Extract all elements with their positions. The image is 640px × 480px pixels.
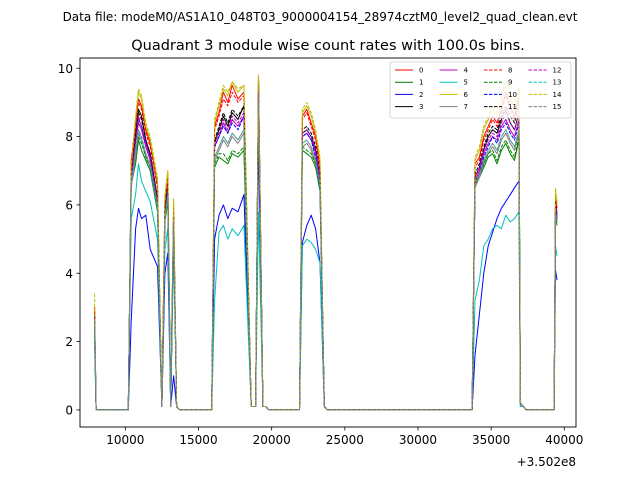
x-tick-label: 35000 <box>472 433 510 447</box>
x-offset-label: +3.502e8 <box>517 455 576 469</box>
y-tick-label: 8 <box>65 130 73 144</box>
figure-suptitle: Data file: modeM0/AS1A10_048T03_90000041… <box>63 10 578 24</box>
x-tick-label: 10000 <box>106 433 144 447</box>
axis-ticks: 10000 15000 20000 25000 30000 35000 40000 0 2 4 6 8… <box>58 62 584 447</box>
x-tick-label: 40000 <box>545 433 583 447</box>
chart-title: Quadrant 3 module wise count rates with … <box>131 38 525 54</box>
legend-label-5: 5 <box>464 79 468 87</box>
legend-label-2: 2 <box>419 91 423 99</box>
legend-label-3: 3 <box>419 103 423 111</box>
legend-label-8: 8 <box>508 67 512 75</box>
legend-label-9: 9 <box>508 79 512 87</box>
series-layer <box>94 74 558 411</box>
y-tick-label: 2 <box>65 335 73 349</box>
y-tick-label: 10 <box>58 62 73 76</box>
legend-label-1: 1 <box>419 79 423 87</box>
y-tick-label: 4 <box>65 267 73 281</box>
y-tick-label: 6 <box>65 198 73 212</box>
legend-label-14: 14 <box>553 91 562 99</box>
legend-label-11: 11 <box>508 103 517 111</box>
x-tick-label: 20000 <box>253 433 291 447</box>
legend-box <box>389 61 572 119</box>
legend-label-10: 10 <box>508 91 517 99</box>
y-tick-label: 0 <box>65 403 73 417</box>
x-tick-label: 30000 <box>399 433 437 447</box>
legend-label-4: 4 <box>464 67 469 75</box>
legend-label-15: 15 <box>553 103 562 111</box>
series-line-15 <box>94 91 558 411</box>
legend-label-0: 0 <box>419 67 423 75</box>
x-tick-label: 15000 <box>179 433 217 447</box>
legend-label-6: 6 <box>464 91 469 99</box>
legend-label-13: 13 <box>553 79 562 87</box>
legend-label-12: 12 <box>553 67 562 75</box>
legend-label-7: 7 <box>464 103 468 111</box>
plot-area-frame <box>79 57 577 428</box>
x-tick-label: 25000 <box>326 433 364 447</box>
